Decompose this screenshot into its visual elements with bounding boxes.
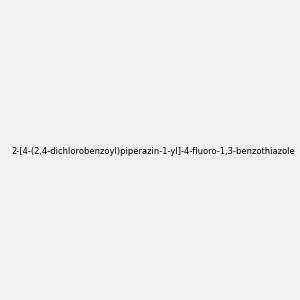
- Text: 2-[4-(2,4-dichlorobenzoyl)piperazin-1-yl]-4-fluoro-1,3-benzothiazole: 2-[4-(2,4-dichlorobenzoyl)piperazin-1-yl…: [12, 147, 296, 156]
